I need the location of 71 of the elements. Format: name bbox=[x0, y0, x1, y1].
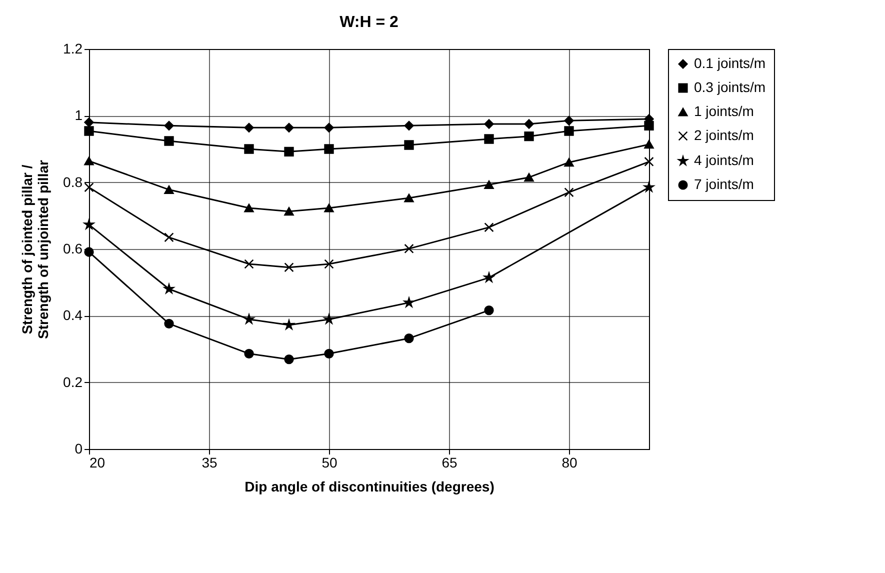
x-tick-label: 20 bbox=[90, 454, 106, 470]
point bbox=[484, 306, 494, 316]
x-tick-label: 35 bbox=[202, 454, 218, 470]
x-tick-label: 65 bbox=[442, 454, 458, 470]
chart-title: W:H = 2 bbox=[340, 14, 399, 31]
point bbox=[644, 182, 654, 192]
point bbox=[484, 119, 494, 129]
point bbox=[484, 180, 494, 189]
x-tick-label: 80 bbox=[562, 454, 578, 470]
point bbox=[244, 204, 254, 212]
legend-label: 2 joints/m bbox=[694, 127, 754, 143]
point bbox=[524, 173, 534, 182]
point bbox=[324, 144, 334, 154]
y-tick-label: 0.8 bbox=[63, 174, 83, 190]
point bbox=[524, 119, 534, 129]
point bbox=[84, 126, 94, 136]
legend-label: 0.3 joints/m bbox=[694, 79, 766, 95]
x-tick-label: 50 bbox=[322, 454, 338, 470]
point bbox=[164, 318, 174, 328]
point bbox=[284, 122, 294, 132]
point bbox=[644, 140, 654, 149]
point bbox=[164, 232, 174, 242]
point bbox=[324, 348, 334, 358]
point bbox=[284, 262, 294, 272]
y-tick-label: 1 bbox=[74, 107, 83, 124]
point bbox=[164, 185, 174, 194]
y-tick-label: 0 bbox=[74, 440, 83, 456]
point bbox=[84, 219, 94, 230]
point bbox=[324, 204, 334, 212]
point bbox=[284, 320, 294, 330]
point bbox=[644, 156, 654, 166]
point bbox=[164, 120, 174, 130]
point bbox=[564, 116, 574, 126]
point bbox=[644, 120, 654, 130]
point bbox=[84, 156, 94, 166]
point bbox=[564, 158, 574, 167]
point bbox=[244, 348, 254, 358]
y-tick-label: 0.6 bbox=[63, 240, 83, 256]
point bbox=[484, 134, 494, 144]
point bbox=[404, 194, 414, 202]
point bbox=[524, 132, 534, 142]
point bbox=[284, 354, 294, 364]
point bbox=[244, 259, 254, 269]
point bbox=[404, 120, 414, 130]
point bbox=[404, 140, 414, 150]
point bbox=[244, 122, 254, 132]
point bbox=[164, 136, 174, 146]
x-axis-title: Dip angle of discontinuities (degrees) bbox=[244, 478, 494, 494]
y-tick-label: 0.4 bbox=[63, 307, 83, 324]
y-tick-label: 1.2 bbox=[63, 40, 83, 56]
point bbox=[244, 144, 254, 154]
legend-label: 7 joints/m bbox=[694, 176, 754, 192]
legend-label: 0.1 joints/m bbox=[694, 55, 766, 71]
legend-label: 4 joints/m bbox=[694, 152, 754, 168]
point bbox=[284, 207, 294, 216]
point bbox=[404, 334, 414, 344]
point bbox=[244, 314, 254, 324]
point bbox=[484, 222, 494, 232]
point bbox=[284, 146, 294, 156]
y-tick-label: 0.2 bbox=[63, 374, 83, 390]
point bbox=[404, 244, 414, 254]
point bbox=[324, 122, 334, 132]
legend-label: 1 joints/m bbox=[694, 103, 754, 119]
point bbox=[324, 259, 334, 269]
point bbox=[324, 314, 334, 324]
point bbox=[564, 126, 574, 136]
point bbox=[404, 297, 414, 308]
y-axis-title: Strength of jointed pillar / Strength of unjointed pillar bbox=[19, 160, 52, 339]
point bbox=[484, 272, 494, 282]
point bbox=[164, 284, 174, 294]
point bbox=[564, 188, 574, 198]
